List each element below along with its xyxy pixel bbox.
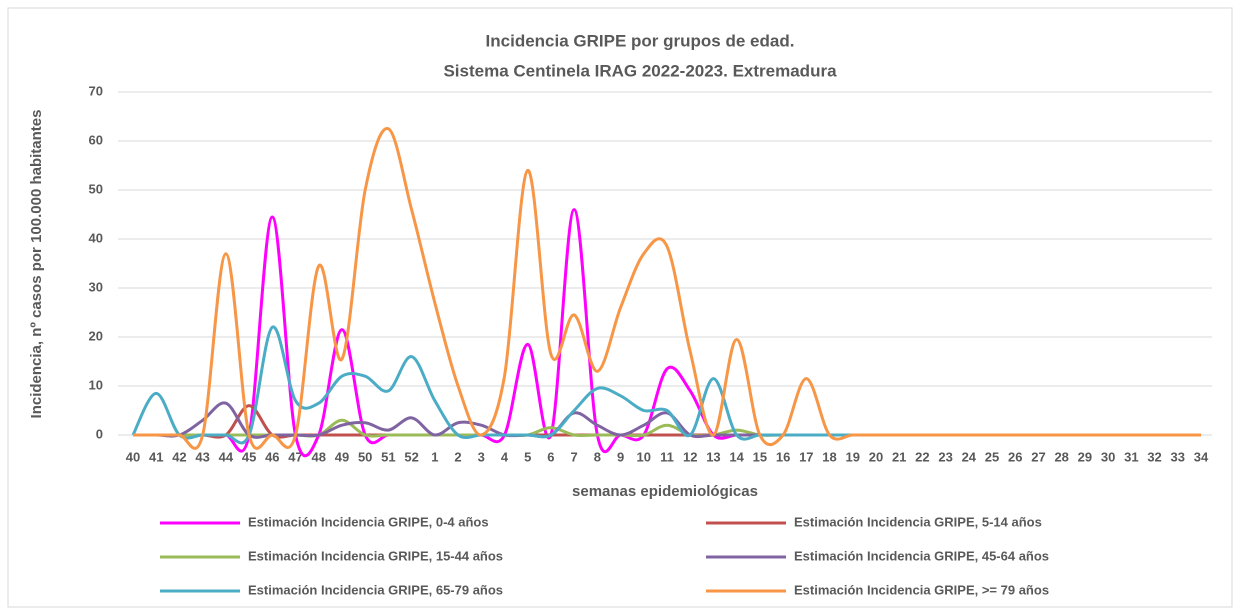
x-tick-label: 17 bbox=[799, 449, 813, 464]
x-tick-label: 22 bbox=[915, 449, 929, 464]
x-tick-label: 27 bbox=[1031, 449, 1045, 464]
x-tick-label: 24 bbox=[962, 449, 977, 464]
legend-label: Estimación Incidencia GRIPE, 15-44 años bbox=[248, 548, 503, 563]
y-axis-title: Incidencia, nº casos por 100.000 habitan… bbox=[28, 110, 45, 419]
x-tick-label: 13 bbox=[706, 449, 720, 464]
x-tick-label: 41 bbox=[149, 449, 163, 464]
x-tick-label: 19 bbox=[846, 449, 860, 464]
x-tick-label: 20 bbox=[869, 449, 883, 464]
x-tick-label: 12 bbox=[683, 449, 697, 464]
x-tick-label: 48 bbox=[312, 449, 326, 464]
y-tick-label: 20 bbox=[89, 328, 103, 343]
y-tick-label: 30 bbox=[89, 279, 103, 294]
x-tick-label: 9 bbox=[617, 449, 624, 464]
legend-label: Estimación Incidencia GRIPE, 65-79 años bbox=[248, 582, 503, 597]
x-tick-label: 31 bbox=[1124, 449, 1138, 464]
x-tick-label: 8 bbox=[594, 449, 601, 464]
x-tick-label: 49 bbox=[335, 449, 349, 464]
x-tick-label: 25 bbox=[985, 449, 999, 464]
y-tick-label: 60 bbox=[89, 132, 103, 147]
x-tick-label: 14 bbox=[729, 449, 744, 464]
x-tick-label: 21 bbox=[892, 449, 906, 464]
x-tick-label: 18 bbox=[822, 449, 836, 464]
x-tick-label: 50 bbox=[358, 449, 372, 464]
x-tick-label: 16 bbox=[776, 449, 790, 464]
y-tick-label: 50 bbox=[89, 181, 103, 196]
legend-label: Estimación Incidencia GRIPE, 0-4 años bbox=[248, 514, 489, 529]
x-tick-label: 1 bbox=[431, 449, 438, 464]
x-tick-label: 51 bbox=[381, 449, 395, 464]
x-tick-label: 10 bbox=[637, 449, 651, 464]
y-tick-label: 0 bbox=[96, 426, 103, 441]
x-tick-label: 5 bbox=[524, 449, 531, 464]
y-tick-label: 70 bbox=[89, 83, 103, 98]
x-tick-label: 34 bbox=[1194, 449, 1209, 464]
x-tick-label: 7 bbox=[571, 449, 578, 464]
x-tick-label: 43 bbox=[195, 449, 209, 464]
x-axis-title: semanas epidemiológicas bbox=[572, 483, 758, 500]
x-tick-label: 28 bbox=[1054, 449, 1068, 464]
legend-label: Estimación Incidencia GRIPE, >= 79 años bbox=[794, 582, 1049, 597]
x-tick-label: 6 bbox=[547, 449, 554, 464]
x-tick-label: 2 bbox=[454, 449, 461, 464]
x-tick-label: 11 bbox=[660, 449, 674, 464]
y-tick-label: 40 bbox=[89, 230, 103, 245]
x-tick-label: 23 bbox=[938, 449, 952, 464]
x-tick-label: 44 bbox=[219, 449, 234, 464]
series-line bbox=[133, 127, 1201, 450]
x-tick-label: 3 bbox=[478, 449, 485, 464]
chart-subtitle: Sistema Centinela IRAG 2022-2023. Extrem… bbox=[443, 61, 837, 80]
x-tick-label: 40 bbox=[126, 449, 140, 464]
x-tick-label: 45 bbox=[242, 449, 256, 464]
legend-label: Estimación Incidencia GRIPE, 5-14 años bbox=[794, 514, 1042, 529]
x-tick-label: 33 bbox=[1171, 449, 1185, 464]
chart-title: Incidencia GRIPE por grupos de edad. bbox=[486, 31, 795, 50]
x-tick-label: 30 bbox=[1101, 449, 1115, 464]
x-tick-label: 32 bbox=[1147, 449, 1161, 464]
legend-label: Estimación Incidencia GRIPE, 45-64 años bbox=[794, 548, 1049, 563]
x-tick-label: 46 bbox=[265, 449, 279, 464]
x-tick-label: 47 bbox=[288, 449, 302, 464]
x-tick-label: 29 bbox=[1078, 449, 1092, 464]
x-tick-label: 42 bbox=[172, 449, 186, 464]
x-tick-label: 15 bbox=[753, 449, 767, 464]
x-tick-label: 52 bbox=[404, 449, 418, 464]
x-tick-label: 4 bbox=[501, 449, 509, 464]
y-tick-label: 10 bbox=[89, 377, 103, 392]
x-tick-label: 26 bbox=[1008, 449, 1022, 464]
